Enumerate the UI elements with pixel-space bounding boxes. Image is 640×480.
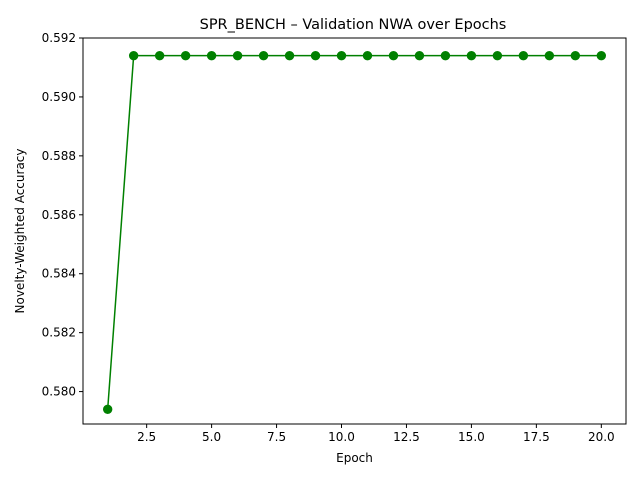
series-layer	[102, 50, 607, 414]
data-point	[466, 50, 477, 61]
data-point	[544, 50, 555, 61]
x-tick-label: 17.5	[523, 430, 550, 444]
y-tick-label: 0.588	[42, 149, 76, 163]
data-point	[128, 50, 139, 61]
y-tick-label: 0.592	[42, 31, 76, 45]
data-point	[570, 50, 581, 61]
plot-frame	[82, 37, 627, 425]
data-point	[102, 404, 113, 414]
y-tick-label: 0.590	[42, 90, 76, 104]
x-tick-label: 10.0	[328, 430, 355, 444]
data-point	[518, 50, 529, 61]
data-point	[414, 50, 425, 61]
data-point	[232, 50, 243, 61]
y-tick-label: 0.582	[42, 326, 76, 340]
data-point	[440, 50, 451, 61]
x-axis: 2.5 5.0 7.5 10.0 12.5 15.0 17.5 20.0	[137, 424, 615, 444]
x-axis-label: Epoch	[336, 451, 373, 465]
x-tick-label: 2.5	[137, 430, 156, 444]
x-tick-label: 12.5	[393, 430, 420, 444]
chart-title: SPR_BENCH – Validation NWA over Epochs	[200, 17, 507, 33]
data-point	[154, 50, 165, 61]
x-tick-label: 5.0	[202, 430, 221, 444]
data-point	[336, 50, 347, 61]
data-point	[284, 50, 295, 61]
data-point	[362, 50, 373, 61]
y-tick-label: 0.580	[42, 385, 76, 399]
y-axis-label: Novelty-Weighted Accuracy	[13, 149, 27, 314]
data-point	[388, 50, 399, 61]
data-point	[492, 50, 503, 61]
data-point	[310, 50, 321, 61]
data-point	[180, 50, 191, 61]
y-axis: 0.580 0.582 0.584 0.586 0.588 0.590 0.592	[42, 31, 83, 399]
data-point	[258, 50, 269, 61]
x-tick-label: 20.0	[588, 430, 615, 444]
y-tick-label: 0.584	[42, 267, 76, 281]
y-tick-label: 0.586	[42, 208, 76, 222]
x-tick-label: 15.0	[458, 430, 485, 444]
x-tick-label: 7.5	[267, 430, 286, 444]
data-point	[206, 50, 217, 61]
data-point	[596, 50, 607, 61]
